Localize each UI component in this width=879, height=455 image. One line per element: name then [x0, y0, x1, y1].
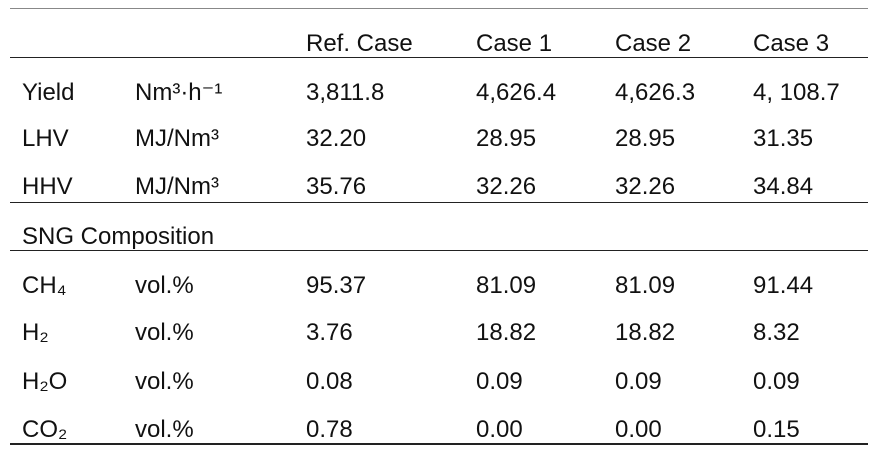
unit: vol.%	[135, 416, 194, 443]
cell-value: 95.37	[306, 272, 367, 299]
cell-value: 18.82	[476, 319, 537, 346]
row-label: H₂O	[22, 368, 68, 395]
cell-value: 81.09	[615, 272, 676, 299]
cell-value: 32.26	[476, 173, 537, 200]
unit: MJ/Nm³	[135, 173, 219, 200]
cell-value: 34.84	[753, 173, 814, 200]
rule	[10, 57, 868, 58]
cell-value: 4,626.4	[476, 79, 557, 106]
row-label: Yield	[22, 79, 75, 106]
cell-value: 0.15	[753, 416, 800, 443]
unit: Nm³·h⁻¹	[135, 79, 223, 106]
row-label: H₂	[22, 319, 49, 346]
unit: vol.%	[135, 272, 194, 299]
cell-value: 31.35	[753, 125, 814, 152]
cell-value: 35.76	[306, 173, 367, 200]
cell-value: 32.20	[306, 125, 367, 152]
cell-value: 0.09	[615, 368, 662, 395]
cell-value: 91.44	[753, 272, 814, 299]
row-label: CH₄	[22, 272, 67, 299]
section-label: SNG Composition	[22, 223, 215, 250]
column-header: Case 1	[476, 30, 553, 57]
unit: vol.%	[135, 368, 194, 395]
cell-value: 0.08	[306, 368, 353, 395]
unit: vol.%	[135, 319, 194, 346]
cell-value: 81.09	[476, 272, 537, 299]
rule	[10, 443, 868, 445]
cell-value: 8.32	[753, 319, 800, 346]
cell-value: 0.09	[476, 368, 523, 395]
column-header: Ref. Case	[306, 30, 413, 57]
cell-value: 0.78	[306, 416, 353, 443]
cell-value: 18.82	[615, 319, 676, 346]
cell-value: 3.76	[306, 319, 353, 346]
cell-value: 4, 108.7	[753, 79, 840, 106]
cell-value: 0.00	[476, 416, 523, 443]
cell-value: 0.09	[753, 368, 800, 395]
rule	[10, 202, 868, 203]
row-label: HHV	[22, 173, 73, 200]
unit: MJ/Nm³	[135, 125, 219, 152]
cell-value: 0.00	[615, 416, 662, 443]
column-header: Case 2	[615, 30, 692, 57]
cell-value: 28.95	[615, 125, 676, 152]
cell-value: 3,811.8	[306, 79, 385, 106]
cell-value: 32.26	[615, 173, 676, 200]
column-header: Case 3	[753, 30, 830, 57]
cell-value: 28.95	[476, 125, 537, 152]
row-label: LHV	[22, 125, 69, 152]
rule	[10, 250, 868, 251]
cell-value: 4,626.3	[615, 79, 696, 106]
row-label: CO₂	[22, 416, 68, 443]
rule	[10, 8, 868, 9]
